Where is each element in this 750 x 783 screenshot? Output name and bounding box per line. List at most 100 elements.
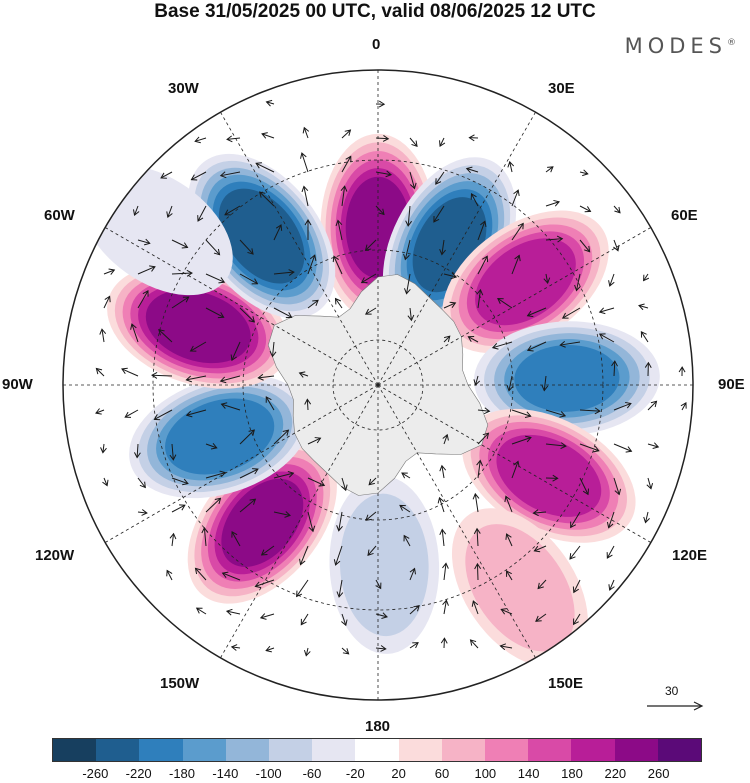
modes-logo: MODES®	[625, 34, 736, 58]
wind-vector	[609, 579, 615, 591]
wind-vector-head	[189, 345, 197, 352]
wind-vector-head	[533, 545, 541, 553]
wind-vector-head	[95, 367, 103, 375]
wind-vector-head	[285, 312, 293, 319]
wind-vector-head	[166, 569, 173, 577]
wind-vector	[171, 296, 189, 309]
wind-vector-head	[365, 514, 372, 521]
wind-vector	[511, 461, 519, 479]
wind-vector	[273, 511, 291, 516]
lon-label-150e: 150E	[548, 675, 584, 692]
negative-anomaly-band	[514, 344, 620, 412]
colorbar-segment	[182, 739, 226, 761]
wind-vector	[475, 375, 479, 386]
wind-vector	[466, 168, 479, 173]
wind-vectors	[95, 99, 687, 657]
wind-vector	[337, 220, 343, 241]
wind-vector	[468, 336, 479, 343]
wind-vector	[261, 133, 275, 139]
wind-vector-head	[582, 488, 590, 496]
wind-vector-head	[543, 277, 551, 285]
wind-vector	[95, 409, 105, 414]
wind-vector-head	[491, 343, 499, 350]
colorbar-segment	[139, 739, 183, 761]
wind-vector	[341, 156, 352, 173]
wind-vector-head	[450, 272, 458, 280]
wind-vector-head	[613, 244, 620, 252]
wind-vector	[579, 443, 599, 452]
wind-vector-head	[218, 277, 226, 284]
wind-vector	[171, 272, 193, 275]
wind-vector-head	[225, 608, 233, 616]
wind-vector	[307, 299, 319, 309]
wind-vector-head	[409, 182, 417, 190]
wind-vector-head	[197, 215, 204, 222]
wind-vector-head	[606, 552, 613, 559]
wind-vector-head	[336, 525, 343, 532]
wind-vector	[102, 443, 105, 453]
wind-vector-head	[221, 571, 229, 579]
wind-vector-head	[556, 235, 564, 243]
wind-vector-head	[470, 193, 477, 200]
wind-vector-head	[643, 274, 650, 282]
wind-vector-head	[124, 411, 132, 418]
wind-vector-head	[650, 400, 658, 408]
colorbar-tick-label: 220	[604, 766, 627, 781]
wind-vector-head	[413, 605, 420, 612]
reference-vector-arrow	[647, 701, 704, 711]
wind-vector-head	[108, 268, 116, 275]
wind-vector	[137, 477, 146, 488]
wind-vector-head	[678, 366, 686, 373]
wind-vector-head	[340, 185, 348, 192]
wind-vector-head	[614, 488, 622, 496]
wind-vector	[273, 472, 294, 479]
wind-vector-head	[476, 459, 484, 467]
wind-vector-head	[572, 586, 579, 594]
wind-vector-head	[332, 255, 339, 263]
wind-vector-head	[166, 211, 173, 219]
wind-vector-head	[345, 155, 352, 163]
wind-vector-head	[382, 135, 390, 142]
wind-vector-head	[570, 521, 577, 529]
wind-vector	[239, 429, 255, 445]
wind-vector	[101, 329, 105, 343]
wind-vector-head	[405, 220, 413, 227]
wind-vector	[505, 496, 513, 513]
colorbar-segment	[614, 739, 658, 761]
wind-vector	[404, 239, 411, 260]
wind-vector	[368, 477, 377, 486]
wind-vector	[151, 374, 173, 377]
wind-vector-head	[598, 307, 606, 315]
wind-vector	[579, 409, 600, 412]
wind-vector-head	[378, 208, 385, 216]
wind-vector	[265, 396, 275, 411]
wind-vector	[511, 189, 519, 207]
wind-vector-head	[282, 429, 290, 436]
wind-vector-head	[468, 134, 475, 142]
wind-vector-head	[269, 350, 277, 358]
wind-vector	[609, 273, 615, 287]
wind-vector-head	[526, 310, 534, 318]
wind-vector-head	[625, 401, 632, 409]
wind-vector-head	[308, 525, 316, 533]
wind-vector	[255, 579, 275, 587]
wind-vector	[613, 361, 616, 377]
wind-vector-head	[304, 219, 312, 226]
wind-vector-head	[506, 570, 512, 577]
wind-vector-head	[314, 437, 322, 444]
wind-vector-head	[442, 562, 449, 569]
wind-vector-head	[407, 314, 415, 322]
wind-vector-head	[367, 549, 374, 557]
wind-vector	[409, 605, 420, 615]
wind-vector	[224, 205, 241, 216]
wind-vector	[535, 613, 547, 622]
lon-label-90e: 90E	[718, 376, 745, 393]
wind-vector	[300, 613, 309, 625]
wind-vector	[171, 533, 175, 547]
wind-vector-head	[312, 299, 319, 306]
wind-vector-head	[296, 590, 303, 598]
wind-vector	[647, 443, 659, 448]
wind-vector	[341, 613, 347, 626]
wind-vector	[511, 437, 532, 445]
